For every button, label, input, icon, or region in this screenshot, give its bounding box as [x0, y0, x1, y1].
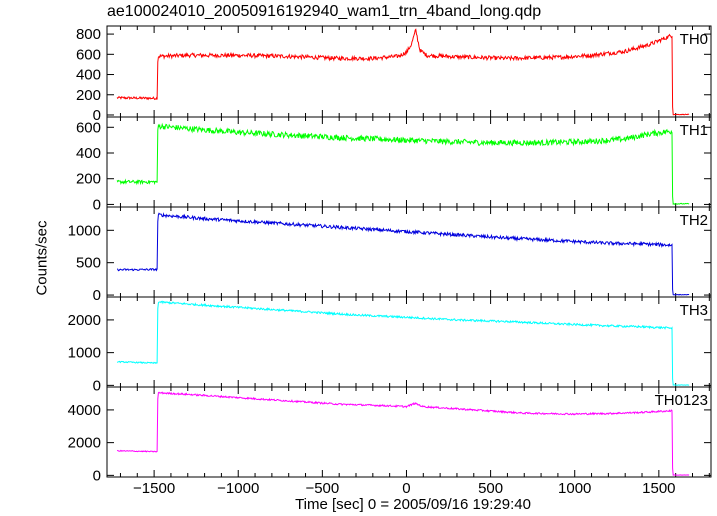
series-line-TH3 [116, 300, 690, 386]
chart-title: ae100024010_20050916192940_wam1_trn_4ban… [107, 3, 542, 20]
series-line-TH0 [116, 28, 690, 116]
series-line-TH2 [117, 212, 690, 296]
y-tick-label: 2000 [68, 312, 101, 329]
x-axis-label: Time [sec] 0 = 2005/09/16 19:29:40 [295, 496, 531, 513]
panel-label-TH0: TH0 [680, 31, 708, 48]
y-tick-label: 4000 [68, 402, 101, 419]
y-tick-label: 0 [93, 287, 101, 304]
panel-label-TH1: TH1 [680, 122, 708, 139]
y-tick-label: 1000 [68, 222, 101, 239]
y-tick-label: 0 [93, 467, 101, 484]
panel-label-TH0123: TH0123 [655, 392, 708, 409]
x-tick-label: −500 [305, 480, 339, 497]
panel-label-TH2: TH2 [680, 212, 708, 229]
series-line-TH0123 [116, 391, 690, 476]
y-tick-label: 200 [76, 171, 101, 188]
y-tick-label: 1000 [68, 345, 101, 362]
y-tick-label: 600 [76, 119, 101, 136]
y-tick-label: 0 [93, 196, 101, 213]
series-line-TH1 [116, 122, 690, 205]
x-tick-label: −1000 [217, 480, 259, 497]
panel-frame-TH0 [106, 25, 712, 118]
y-tick-label: 800 [76, 26, 101, 43]
x-tick-label: 500 [478, 480, 503, 497]
y-tick-label: 600 [76, 46, 101, 63]
y-tick-label: 400 [76, 67, 101, 84]
x-tick-label: 1500 [642, 480, 675, 497]
x-tick-label: 0 [402, 480, 410, 497]
panel-label-TH3: TH3 [680, 302, 708, 319]
x-tick-label: 1000 [558, 480, 591, 497]
panel-frame-TH0123 [106, 386, 712, 478]
y-tick-label: 400 [76, 145, 101, 162]
x-tick-label: −1500 [133, 480, 175, 497]
y-tick-label: 0 [93, 107, 101, 124]
y-tick-label: 500 [76, 255, 101, 272]
y-tick-label: 200 [76, 87, 101, 104]
panel-frame-TH3 [106, 296, 712, 388]
y-tick-label: 0 [93, 377, 101, 394]
y-tick-label: 2000 [68, 435, 101, 452]
panel-frame-TH2 [106, 206, 712, 298]
